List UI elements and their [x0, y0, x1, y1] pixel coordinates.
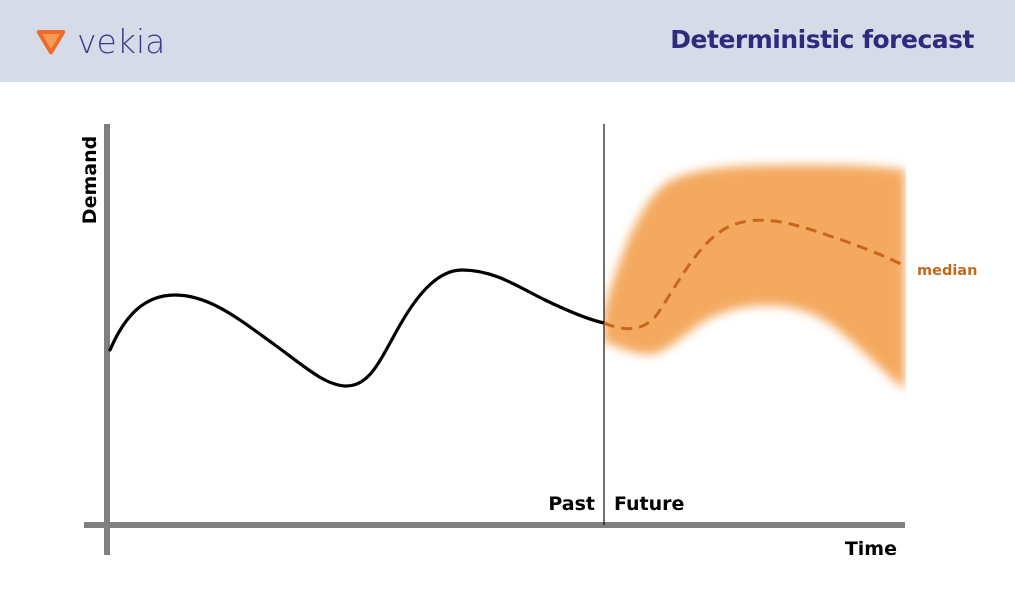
- forecast-band: [604, 165, 905, 390]
- page-title: Deterministic forecast: [670, 25, 974, 54]
- historical-demand-line: [108, 268, 606, 388]
- header-bar: vekia Deterministic forecast: [0, 0, 1015, 82]
- future-label: Future: [614, 493, 684, 515]
- median-label: median: [917, 263, 977, 279]
- vekia-logo-icon: [36, 30, 66, 55]
- x-axis-label: Time: [845, 538, 897, 560]
- brand-name: vekia: [77, 22, 166, 61]
- past-label: Past: [548, 493, 595, 515]
- brand-logo[interactable]: vekia: [34, 24, 165, 60]
- y-axis-label: Demand: [79, 136, 101, 224]
- median-forecast-line: [603, 218, 906, 331]
